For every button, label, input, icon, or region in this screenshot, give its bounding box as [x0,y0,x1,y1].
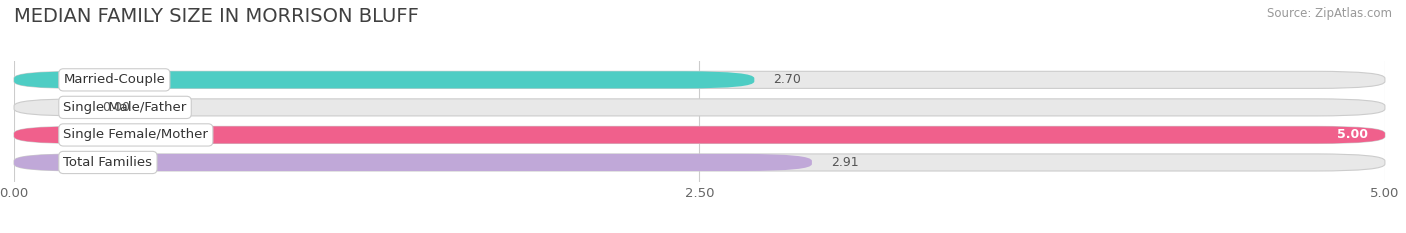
Text: Total Families: Total Families [63,156,152,169]
Text: Single Male/Father: Single Male/Father [63,101,187,114]
Text: 2.70: 2.70 [773,73,801,86]
Text: Single Female/Mother: Single Female/Mother [63,128,208,141]
Text: 5.00: 5.00 [1337,128,1368,141]
Text: 0.00: 0.00 [101,101,129,114]
FancyBboxPatch shape [14,71,755,88]
Text: Married-Couple: Married-Couple [63,73,166,86]
FancyBboxPatch shape [14,126,1385,144]
FancyBboxPatch shape [14,126,1385,144]
FancyBboxPatch shape [14,71,1385,88]
FancyBboxPatch shape [14,99,1385,116]
Text: MEDIAN FAMILY SIZE IN MORRISON BLUFF: MEDIAN FAMILY SIZE IN MORRISON BLUFF [14,7,419,26]
FancyBboxPatch shape [14,154,811,171]
FancyBboxPatch shape [14,154,1385,171]
Text: Source: ZipAtlas.com: Source: ZipAtlas.com [1267,7,1392,20]
Text: 2.91: 2.91 [831,156,859,169]
